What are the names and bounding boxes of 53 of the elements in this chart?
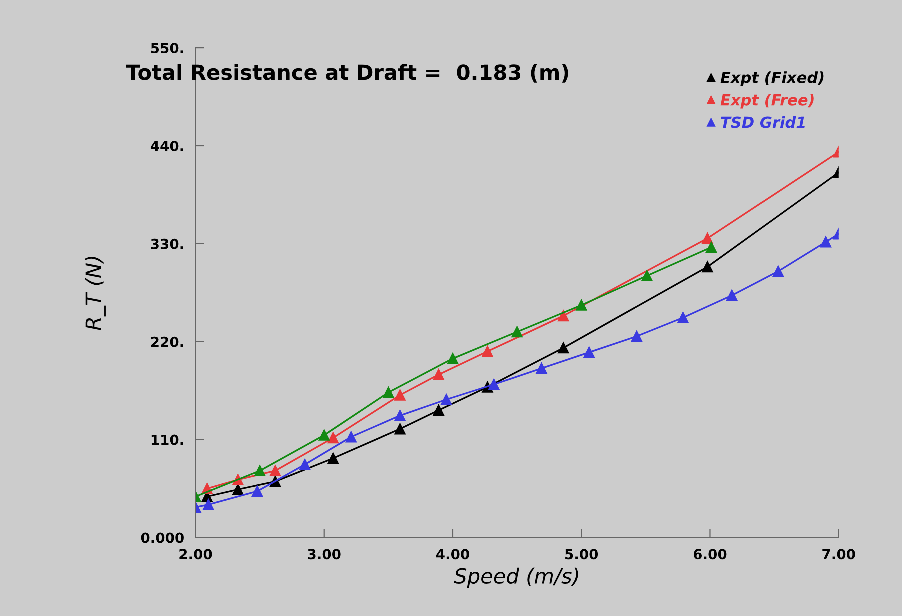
x-tick-label: 5.00	[566, 549, 598, 560]
point	[512, 326, 523, 338]
point	[328, 452, 339, 464]
point	[346, 432, 357, 443]
point	[706, 242, 718, 254]
y-tick-label: 0.000	[141, 532, 184, 544]
point	[318, 430, 330, 441]
y-tick-label: 220.	[151, 336, 184, 348]
point	[584, 347, 595, 358]
x-tick-label: 2.00	[180, 549, 212, 560]
point	[772, 266, 784, 278]
point	[254, 465, 266, 477]
point	[702, 262, 714, 273]
text: Total Resistance at Draft = 0.183 (m)	[126, 64, 568, 83]
x-tick-label: 6.00	[694, 549, 727, 560]
point	[203, 499, 214, 510]
point	[328, 432, 339, 444]
point	[232, 484, 244, 496]
legend-label: Expt (Fixed)	[720, 72, 824, 86]
point	[440, 394, 452, 406]
point	[678, 312, 689, 324]
x-tick-label: 3.00	[308, 549, 341, 560]
y-tick-label: 110.	[152, 434, 184, 446]
point	[270, 465, 282, 477]
y-axis-title: R_T (N)	[85, 256, 106, 330]
x-tick-label: 7.00	[822, 549, 856, 560]
point	[631, 330, 642, 342]
x-tick-label: 4.00	[436, 549, 470, 560]
point	[558, 342, 570, 354]
point	[252, 486, 264, 498]
point	[642, 270, 653, 282]
point	[820, 236, 832, 248]
y-tick-label: 550.	[151, 43, 184, 54]
y-tick-label: 330.	[151, 238, 184, 250]
x-axis-title: Speed (m/s)	[454, 568, 578, 588]
point	[558, 310, 570, 322]
point	[300, 459, 311, 470]
point	[394, 410, 406, 422]
point	[536, 363, 548, 374]
point	[447, 353, 459, 364]
point	[433, 369, 444, 380]
legend-label: TSD Grid1	[721, 116, 805, 128]
point	[383, 387, 394, 398]
point	[394, 424, 406, 435]
y-tick-label: 440.	[150, 140, 184, 152]
point	[702, 233, 714, 244]
point	[394, 390, 406, 401]
point	[482, 346, 494, 358]
point	[576, 300, 588, 311]
legend-label: Expt (Free)	[720, 94, 814, 109]
point	[433, 404, 444, 416]
point	[488, 379, 500, 390]
point	[726, 290, 738, 302]
